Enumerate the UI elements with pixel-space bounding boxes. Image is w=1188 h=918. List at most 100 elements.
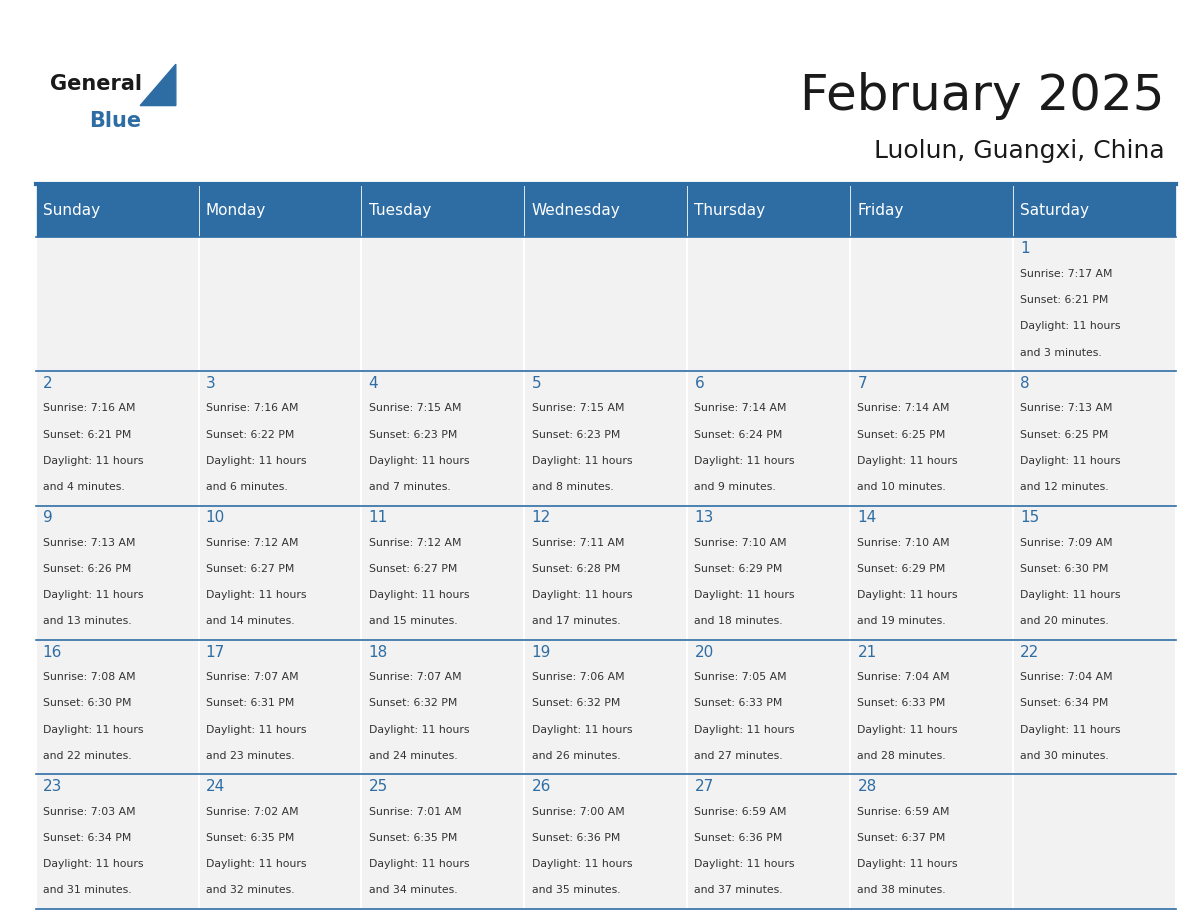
Bar xyxy=(361,640,524,775)
Text: Sunset: 6:25 PM: Sunset: 6:25 PM xyxy=(1020,430,1108,440)
Text: Sunset: 6:23 PM: Sunset: 6:23 PM xyxy=(368,430,457,440)
Text: Sunrise: 7:04 AM: Sunrise: 7:04 AM xyxy=(1020,672,1113,682)
Bar xyxy=(524,371,688,506)
Text: Sunrise: 7:16 AM: Sunrise: 7:16 AM xyxy=(206,403,298,413)
Text: Daylight: 11 hours: Daylight: 11 hours xyxy=(1020,590,1120,600)
Text: and 7 minutes.: and 7 minutes. xyxy=(368,482,450,492)
Bar xyxy=(198,371,361,506)
Text: Sunrise: 7:03 AM: Sunrise: 7:03 AM xyxy=(43,807,135,816)
Text: Daylight: 11 hours: Daylight: 11 hours xyxy=(206,590,307,600)
Text: and 35 minutes.: and 35 minutes. xyxy=(531,885,620,895)
Text: Sunrise: 7:11 AM: Sunrise: 7:11 AM xyxy=(531,538,624,548)
Text: Daylight: 11 hours: Daylight: 11 hours xyxy=(858,590,958,600)
Text: Sunset: 6:23 PM: Sunset: 6:23 PM xyxy=(531,430,620,440)
Bar xyxy=(36,775,198,909)
Text: Sunset: 6:32 PM: Sunset: 6:32 PM xyxy=(368,699,457,709)
Text: Daylight: 11 hours: Daylight: 11 hours xyxy=(1020,321,1120,331)
Text: Sunrise: 7:15 AM: Sunrise: 7:15 AM xyxy=(531,403,624,413)
Text: 17: 17 xyxy=(206,644,225,660)
Text: Sunrise: 7:16 AM: Sunrise: 7:16 AM xyxy=(43,403,135,413)
Text: Daylight: 11 hours: Daylight: 11 hours xyxy=(206,724,307,734)
Text: and 19 minutes.: and 19 minutes. xyxy=(858,616,946,626)
Text: and 31 minutes.: and 31 minutes. xyxy=(43,885,132,895)
Bar xyxy=(36,237,198,371)
Bar xyxy=(688,775,851,909)
Text: Sunset: 6:29 PM: Sunset: 6:29 PM xyxy=(858,564,946,574)
Polygon shape xyxy=(140,64,176,106)
Text: Daylight: 11 hours: Daylight: 11 hours xyxy=(695,724,795,734)
Text: 1: 1 xyxy=(1020,241,1030,256)
Text: Sunday: Sunday xyxy=(43,203,100,218)
Bar xyxy=(36,371,198,506)
Text: Blue: Blue xyxy=(89,111,141,131)
Text: Sunrise: 7:07 AM: Sunrise: 7:07 AM xyxy=(206,672,298,682)
Text: and 6 minutes.: and 6 minutes. xyxy=(206,482,287,492)
Text: 22: 22 xyxy=(1020,644,1040,660)
Text: Daylight: 11 hours: Daylight: 11 hours xyxy=(43,590,144,600)
Text: 6: 6 xyxy=(695,375,704,391)
Bar xyxy=(524,237,688,371)
Text: Daylight: 11 hours: Daylight: 11 hours xyxy=(206,455,307,465)
Text: Daylight: 11 hours: Daylight: 11 hours xyxy=(695,590,795,600)
Text: Sunset: 6:34 PM: Sunset: 6:34 PM xyxy=(1020,699,1108,709)
Text: 9: 9 xyxy=(43,510,52,525)
Text: and 38 minutes.: and 38 minutes. xyxy=(858,885,946,895)
Bar xyxy=(1013,371,1176,506)
Text: Sunset: 6:28 PM: Sunset: 6:28 PM xyxy=(531,564,620,574)
Text: Daylight: 11 hours: Daylight: 11 hours xyxy=(1020,455,1120,465)
Text: 26: 26 xyxy=(531,779,551,794)
Text: 3: 3 xyxy=(206,375,215,391)
Text: Sunset: 6:33 PM: Sunset: 6:33 PM xyxy=(858,699,946,709)
Text: Sunrise: 7:17 AM: Sunrise: 7:17 AM xyxy=(1020,269,1113,279)
Text: Sunset: 6:25 PM: Sunset: 6:25 PM xyxy=(858,430,946,440)
Text: Sunset: 6:30 PM: Sunset: 6:30 PM xyxy=(43,699,131,709)
Text: 4: 4 xyxy=(368,375,378,391)
Bar xyxy=(1013,775,1176,909)
Text: February 2025: February 2025 xyxy=(800,73,1164,120)
Text: Daylight: 11 hours: Daylight: 11 hours xyxy=(531,455,632,465)
Text: and 18 minutes.: and 18 minutes. xyxy=(695,616,783,626)
Text: and 23 minutes.: and 23 minutes. xyxy=(206,751,295,761)
Bar xyxy=(688,371,851,506)
Text: 12: 12 xyxy=(531,510,551,525)
Text: and 37 minutes.: and 37 minutes. xyxy=(695,885,783,895)
Text: and 26 minutes.: and 26 minutes. xyxy=(531,751,620,761)
Text: Sunset: 6:33 PM: Sunset: 6:33 PM xyxy=(695,699,783,709)
Text: Sunset: 6:24 PM: Sunset: 6:24 PM xyxy=(695,430,783,440)
Text: Sunrise: 7:14 AM: Sunrise: 7:14 AM xyxy=(695,403,786,413)
Text: 8: 8 xyxy=(1020,375,1030,391)
Text: 21: 21 xyxy=(858,644,877,660)
Text: Sunrise: 7:00 AM: Sunrise: 7:00 AM xyxy=(531,807,625,816)
Text: Sunset: 6:36 PM: Sunset: 6:36 PM xyxy=(695,833,783,843)
Bar xyxy=(361,237,524,371)
Bar xyxy=(36,506,198,640)
Text: 15: 15 xyxy=(1020,510,1040,525)
Text: Sunset: 6:31 PM: Sunset: 6:31 PM xyxy=(206,699,295,709)
Text: Sunrise: 7:13 AM: Sunrise: 7:13 AM xyxy=(1020,403,1113,413)
Text: and 14 minutes.: and 14 minutes. xyxy=(206,616,295,626)
Text: Sunrise: 7:02 AM: Sunrise: 7:02 AM xyxy=(206,807,298,816)
Bar xyxy=(198,775,361,909)
Text: 2: 2 xyxy=(43,375,52,391)
Text: Sunset: 6:30 PM: Sunset: 6:30 PM xyxy=(1020,564,1108,574)
Text: and 9 minutes.: and 9 minutes. xyxy=(695,482,776,492)
Text: 20: 20 xyxy=(695,644,714,660)
Bar xyxy=(198,237,361,371)
Text: Sunset: 6:35 PM: Sunset: 6:35 PM xyxy=(368,833,457,843)
Text: and 8 minutes.: and 8 minutes. xyxy=(531,482,613,492)
Text: Sunrise: 7:04 AM: Sunrise: 7:04 AM xyxy=(858,672,950,682)
Bar xyxy=(688,506,851,640)
Text: Daylight: 11 hours: Daylight: 11 hours xyxy=(43,859,144,869)
Text: Luolun, Guangxi, China: Luolun, Guangxi, China xyxy=(873,140,1164,163)
Text: 14: 14 xyxy=(858,510,877,525)
Bar xyxy=(1013,640,1176,775)
Bar xyxy=(524,640,688,775)
Text: Sunrise: 7:08 AM: Sunrise: 7:08 AM xyxy=(43,672,135,682)
Text: Daylight: 11 hours: Daylight: 11 hours xyxy=(43,455,144,465)
Text: and 4 minutes.: and 4 minutes. xyxy=(43,482,125,492)
Bar xyxy=(361,506,524,640)
Text: Daylight: 11 hours: Daylight: 11 hours xyxy=(531,724,632,734)
Text: Sunrise: 6:59 AM: Sunrise: 6:59 AM xyxy=(858,807,950,816)
Text: Sunrise: 7:07 AM: Sunrise: 7:07 AM xyxy=(368,672,461,682)
Text: Sunrise: 7:09 AM: Sunrise: 7:09 AM xyxy=(1020,538,1113,548)
